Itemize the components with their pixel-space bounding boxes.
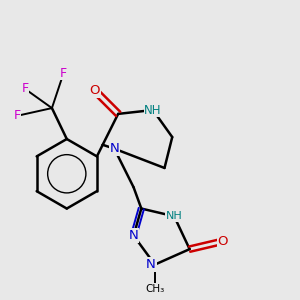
Text: F: F [60, 67, 67, 80]
Text: NH: NH [166, 211, 182, 221]
Text: F: F [21, 82, 28, 95]
Text: N: N [129, 229, 139, 242]
Text: O: O [90, 84, 100, 97]
Text: F: F [14, 109, 21, 122]
Text: O: O [217, 235, 228, 248]
Text: CH₃: CH₃ [145, 284, 164, 294]
Text: NH: NH [144, 103, 162, 116]
Text: N: N [146, 258, 156, 271]
Text: N: N [110, 142, 119, 155]
